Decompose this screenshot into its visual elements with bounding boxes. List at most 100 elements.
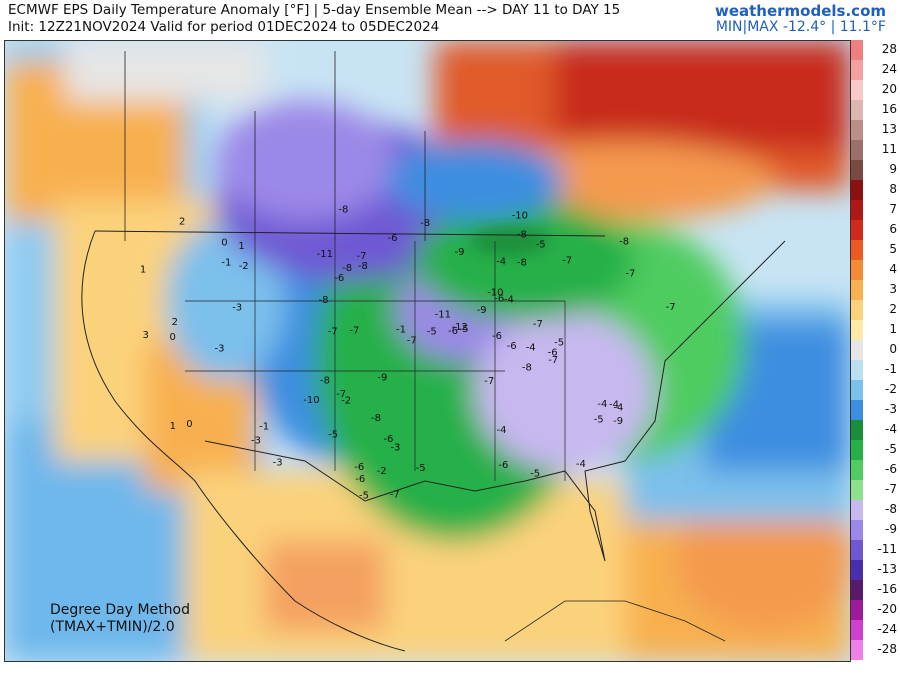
legend-swatch [851,520,863,540]
station-anomaly-value: 1 [140,265,146,276]
legend-swatch [851,560,863,580]
legend-swatch [851,100,863,120]
station-anomaly-value: -6 [388,233,398,244]
station-anomaly-value: 0 [221,237,227,248]
station-anomaly-value: -11 [435,310,451,321]
legend-swatch [851,60,863,80]
legend-swatch [851,620,863,640]
station-anomaly-value: -8 [371,413,381,424]
legend-entry: 8 [851,180,900,200]
station-anomaly-value: -4 [497,425,507,436]
legend-swatch [851,260,863,280]
station-anomaly-value: -2 [377,466,387,477]
legend-entry: 0 [851,340,900,360]
min-max-readout: MIN|MAX -12.4° | 11.1°F [715,19,886,35]
station-value-labels: -12-11-11-10-10-9-10-9-8-9-8-9-8-8-7-8-7… [140,205,676,502]
station-anomaly-value: -5 [554,338,564,349]
legend-label: 24 [881,62,897,76]
legend-entry: 28 [851,40,900,60]
chart-title: ECMWF EPS Daily Temperature Anomaly [°F]… [8,2,621,18]
station-anomaly-value: -9 [455,247,465,258]
legend-entry: -4 [851,420,900,440]
legend-entry: -9 [851,520,900,540]
legend-swatch [851,280,863,300]
legend-entry: 1 [851,320,900,340]
station-anomaly-value: -9 [613,416,623,427]
station-anomaly-value: -4 [609,400,619,411]
legend-entry: -28 [851,640,900,660]
legend-swatch [851,200,863,220]
legend-label: 11 [881,142,897,156]
legend-swatch [851,120,863,140]
station-anomaly-value: -3 [390,442,400,453]
station-anomaly-value: -6 [492,331,502,342]
legend-label: 3 [889,282,897,296]
legend-label: -28 [877,642,897,656]
legend-label: -3 [885,402,897,416]
station-anomaly-value: -3 [251,436,261,447]
station-anomaly-value: -8 [338,205,348,216]
legend-entry: -6 [851,460,900,480]
legend-label: -5 [885,442,897,456]
legend-label: -11 [877,542,897,556]
station-anomaly-value: -6 [354,462,364,473]
legend-swatch [851,540,863,560]
legend-swatch [851,600,863,620]
station-anomaly-value: 1 [170,421,176,432]
legend-entry: 4 [851,260,900,280]
station-anomaly-value: -8 [319,295,329,306]
station-anomaly-value: -8 [517,258,527,269]
legend-entry: 6 [851,220,900,240]
legend-label: 5 [889,242,897,256]
station-anomaly-value: 3 [143,330,149,341]
station-anomaly-value: -7 [562,256,572,267]
station-anomaly-value: -6 [383,434,393,445]
station-anomaly-value: -5 [530,469,540,480]
station-anomaly-value: -4 [597,399,607,410]
legend-entry: -3 [851,400,900,420]
station-anomaly-value: -8 [517,229,527,240]
station-anomaly-value: -4 [576,459,586,470]
legend-label: -8 [885,502,897,516]
station-anomaly-value: -5 [359,491,369,502]
legend-swatch [851,380,863,400]
station-anomaly-value: -10 [303,395,319,406]
method-line-1: Degree Day Method [50,602,191,618]
station-anomaly-value: -1 [396,325,406,336]
legend-label: 13 [881,122,897,136]
legend-entry: -1 [851,360,900,380]
station-anomaly-value: -7 [357,251,367,262]
legend-swatch [851,360,863,380]
legend-entry: -13 [851,560,900,580]
legend-entry: 20 [851,80,900,100]
station-anomaly-value: -3 [215,344,225,355]
station-anomaly-value: -8 [522,363,532,374]
station-anomaly-value: -4 [526,343,536,354]
legend-swatch [851,440,863,460]
legend-label: 9 [889,162,897,176]
station-anomaly-value: -5 [459,324,469,335]
station-anomaly-value: 2 [179,217,185,228]
color-legend: 28 24 20 16 13 11 9 8 7 6 5 4 3 2 1 0 -1 -2 -3 -4 -5 -6 -7 -8 -9… [851,40,900,660]
station-anomaly-value: -11 [317,249,333,260]
station-anomaly-value: -5 [594,414,604,425]
legend-entry: -5 [851,440,900,460]
legend-swatch [851,580,863,600]
legend-label: 20 [881,82,897,96]
station-anomaly-value: -8 [320,375,330,386]
brand-link[interactable]: weathermodels.com [714,2,886,20]
station-anomaly-value: -7 [625,269,635,280]
station-anomaly-value: -6 [548,348,558,359]
legend-swatch [851,80,863,100]
station-anomaly-value: -7 [533,319,543,330]
station-anomaly-value: -3 [273,458,283,469]
legend-label: 2 [889,302,897,316]
legend-entry: 5 [851,240,900,260]
station-anomaly-value: -2 [239,261,249,272]
station-anomaly-value: -6 [507,341,517,352]
station-anomaly-value: -6 [334,273,344,284]
legend-label: -2 [885,382,897,396]
legend-entry: -11 [851,540,900,560]
legend-entry: 11 [851,140,900,160]
legend-label: 1 [889,322,897,336]
